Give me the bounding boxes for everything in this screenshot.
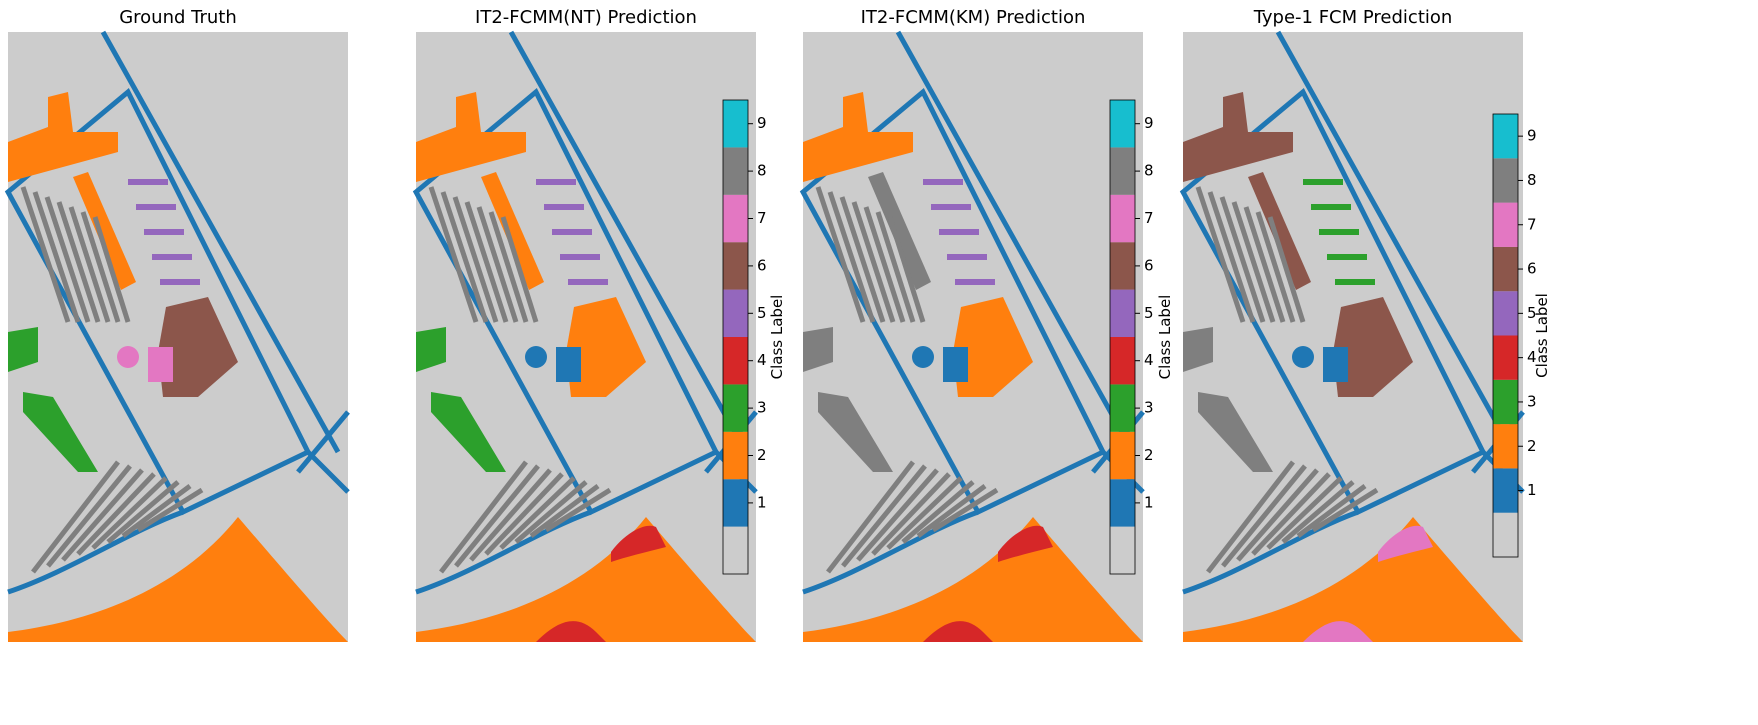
roof [943, 347, 968, 382]
roof [117, 346, 139, 368]
map [8, 32, 348, 642]
roof [1292, 346, 1314, 368]
colorbar-tick-label: 7 [1527, 215, 1537, 233]
colorbar-segment [1493, 291, 1518, 335]
colorbar-tick-label: 1 [757, 493, 767, 511]
colorbar-tick-label: 6 [1144, 256, 1154, 274]
colorbar-tick-label: 3 [1144, 399, 1154, 417]
colorbar-segment [723, 527, 748, 574]
colorbar-segment [723, 432, 748, 479]
colorbar-segment [1110, 242, 1135, 289]
colorbar-segment [1110, 479, 1135, 526]
colorbar-segment [1110, 384, 1135, 431]
colorbar-tick-label: 7 [757, 209, 767, 227]
map [416, 32, 756, 642]
panel-title: IT2-FCMM(NT) Prediction [475, 7, 697, 28]
colorbar-tick-label: 6 [1527, 260, 1537, 278]
colorbar-segment [723, 242, 748, 289]
roof [148, 347, 173, 382]
colorbar-segment [1110, 290, 1135, 337]
panel-title: Type-1 FCM Prediction [1253, 7, 1453, 28]
roof [556, 347, 581, 382]
colorbar-segment [1493, 336, 1518, 380]
colorbar-segment [723, 195, 748, 242]
figure: Ground Truth IT2-FCMM(NT) Prediction 1 2 3 4 5… [0, 0, 1758, 721]
colorbar-tick-label: 5 [1144, 304, 1154, 322]
colorbar-segment [723, 290, 748, 337]
colorbar-tick-label: 4 [757, 351, 767, 369]
colorbar-tick-label: 5 [757, 304, 767, 322]
colorbar-tick-label: 3 [1527, 392, 1537, 410]
colorbar-segment [1493, 513, 1518, 557]
colorbar-segment [1110, 100, 1135, 147]
colorbar-tick-label: 9 [757, 114, 767, 132]
roof [525, 346, 547, 368]
colorbar-segment [723, 100, 748, 147]
colorbar-label: Class Label [768, 295, 786, 380]
colorbar-segment [723, 147, 748, 194]
colorbar-segment [1493, 114, 1518, 158]
colorbar-segment [1110, 195, 1135, 242]
colorbar-tick-label: 9 [1527, 127, 1537, 145]
colorbar-tick-label: 2 [1527, 437, 1537, 455]
colorbar-segment [723, 337, 748, 384]
colorbar-segment [1110, 147, 1135, 194]
colorbar-tick-label: 2 [1144, 446, 1154, 464]
colorbar-segment [723, 479, 748, 526]
colorbar-tick-label: 8 [1144, 162, 1154, 180]
colorbar-tick-label: 8 [1527, 171, 1537, 189]
colorbar-tick-label: 9 [1144, 114, 1154, 132]
colorbar-segment [1110, 527, 1135, 574]
map [1183, 32, 1523, 642]
colorbar-segment [1110, 337, 1135, 384]
colorbar-tick-label: 2 [757, 446, 767, 464]
panel-title: Ground Truth [119, 7, 237, 28]
colorbar-label: Class Label [1156, 295, 1174, 380]
colorbar-segment [1493, 247, 1518, 291]
colorbar-segment [723, 384, 748, 431]
roof [1323, 347, 1348, 382]
colorbar-tick-label: 7 [1144, 209, 1154, 227]
panel-title: IT2-FCMM(KM) Prediction [861, 7, 1086, 28]
colorbar-tick-label: 1 [1527, 481, 1537, 499]
colorbar-tick-label: 4 [1144, 351, 1154, 369]
colorbar-tick-label: 1 [1144, 493, 1154, 511]
colorbar-segment [1493, 424, 1518, 468]
colorbar-segment [1110, 432, 1135, 479]
colorbar-tick-label: 6 [757, 256, 767, 274]
colorbar-segment [1493, 468, 1518, 512]
colorbar-segment [1493, 203, 1518, 247]
map [803, 32, 1143, 642]
colorbar-segment [1493, 158, 1518, 202]
colorbar-segment [1493, 380, 1518, 424]
colorbar-tick-label: 3 [757, 399, 767, 417]
colorbar-label: Class Label [1533, 293, 1551, 378]
colorbar-tick-label: 8 [757, 162, 767, 180]
roof [912, 346, 934, 368]
